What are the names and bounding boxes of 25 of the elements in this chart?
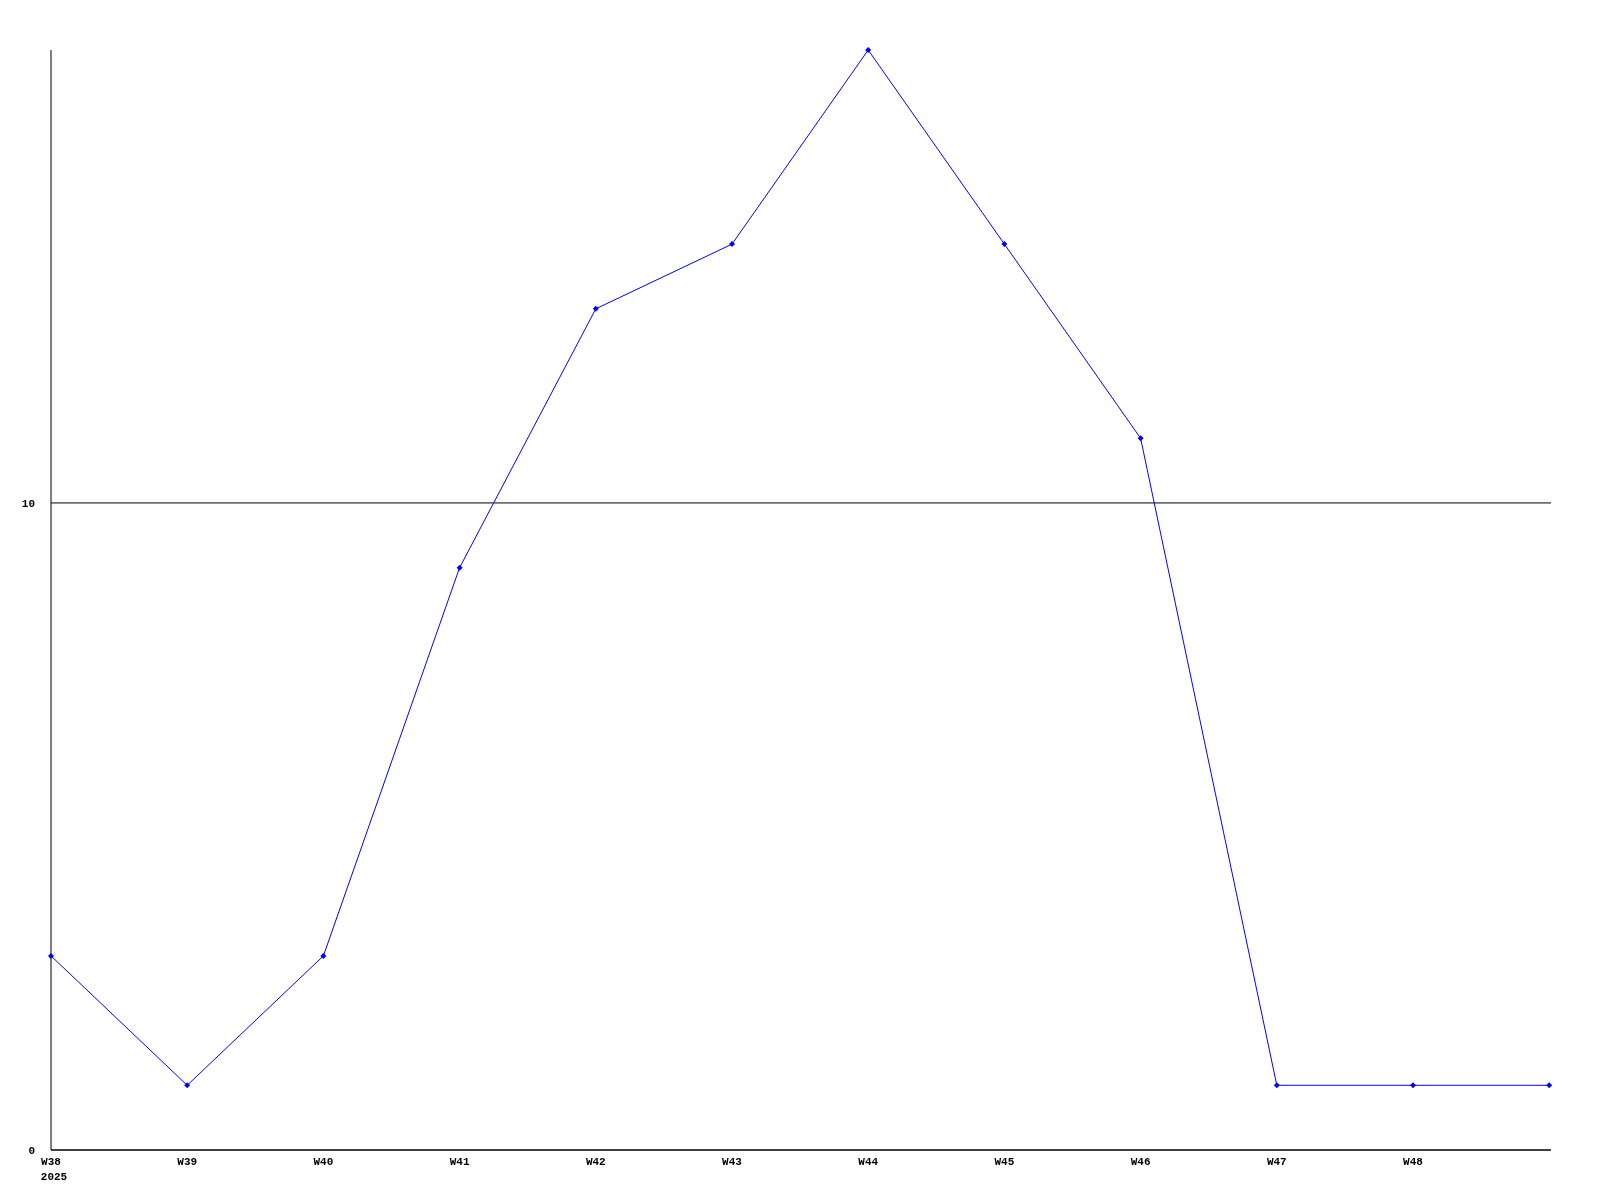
x-tick-label: W48	[1403, 1156, 1424, 1168]
x-tick-label: W43	[722, 1156, 743, 1168]
y-tick-label: 0	[28, 1144, 35, 1157]
point	[1546, 1082, 1553, 1089]
x-tick-label: W45	[994, 1156, 1015, 1168]
point	[1001, 241, 1008, 248]
x-tick-label: W40	[313, 1156, 334, 1168]
point	[729, 241, 735, 248]
x-tick-label: W42	[585, 1156, 606, 1168]
x-tick-label: W44	[858, 1156, 879, 1168]
point	[1273, 1082, 1280, 1089]
point	[865, 47, 872, 53]
point	[48, 952, 54, 959]
x-tick-label: W39	[177, 1156, 198, 1168]
point	[1137, 435, 1144, 442]
y-tick-label: 10	[21, 497, 35, 510]
x-tick-label: W38 2025	[40, 1156, 68, 1183]
x-tick-label: W46	[1130, 1156, 1151, 1168]
x-tick-label: W47	[1266, 1156, 1287, 1168]
point	[320, 952, 327, 959]
point	[456, 564, 463, 571]
point	[1410, 1082, 1416, 1089]
point	[592, 305, 599, 312]
point	[184, 1082, 191, 1089]
x-tick-label: W41	[449, 1156, 470, 1168]
